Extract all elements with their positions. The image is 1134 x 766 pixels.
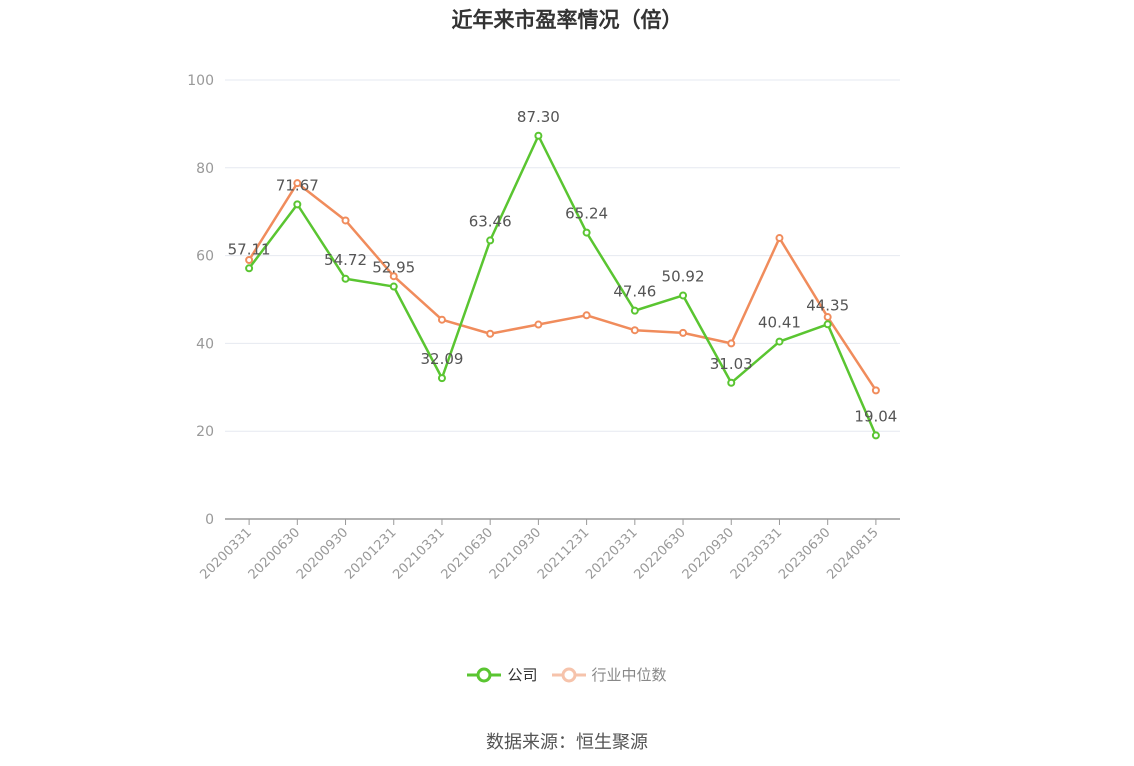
x-tick-label: 20240815 (824, 525, 881, 582)
data-point-industry-median[interactable] (486, 329, 495, 338)
x-tick-label: 20210331 (390, 525, 447, 582)
x-tick-label: 20230331 (728, 525, 785, 582)
data-label-company: 54.72 (324, 251, 367, 269)
x-tick-label: 20211231 (535, 525, 592, 582)
data-point-industry-median[interactable] (823, 313, 832, 322)
legend-swatch-company (467, 667, 502, 682)
data-point-company[interactable] (341, 274, 350, 283)
legend-item-company[interactable]: 公司 (467, 664, 538, 685)
x-tick-label: 20200930 (294, 525, 351, 582)
data-label-company: 50.92 (662, 267, 705, 285)
data-label-company: 31.03 (710, 355, 753, 373)
legend-item-industry-median[interactable]: 行业中位数 (551, 664, 667, 685)
data-label-company: 52.95 (372, 259, 415, 277)
data-point-industry-median[interactable] (341, 216, 350, 225)
data-label-company: 63.46 (469, 212, 512, 230)
data-point-company[interactable] (534, 131, 543, 140)
x-tick-label: 20230630 (776, 525, 833, 582)
data-point-company[interactable] (630, 306, 639, 315)
data-point-company[interactable] (437, 374, 446, 383)
data-point-industry-median[interactable] (437, 315, 446, 324)
x-tick-label: 20201231 (342, 525, 399, 582)
data-point-industry-median[interactable] (727, 339, 736, 348)
y-tick-label: 80 (196, 161, 214, 177)
data-label-company: 57.11 (228, 240, 271, 258)
data-point-industry-median[interactable] (871, 386, 880, 395)
data-point-industry-median[interactable] (245, 255, 254, 264)
data-label-layer: 57.11 71.67 54.72 52.95 32.09 63.46 87.30 65.24… (228, 108, 898, 426)
data-label-company: 32.09 (420, 350, 463, 368)
data-point-company[interactable] (293, 200, 302, 209)
x-tick-label: 20220630 (631, 525, 688, 582)
x-tick-label: 20220930 (680, 525, 737, 582)
source-note: 数据来源：恒生聚源 (486, 732, 648, 753)
data-point-industry-median[interactable] (389, 272, 398, 281)
y-tick-label: 40 (196, 336, 214, 352)
data-point-industry-median[interactable] (630, 326, 639, 335)
data-label-company: 44.35 (806, 296, 849, 314)
data-label-company: 40.41 (758, 314, 801, 332)
x-tick-label: 20210930 (487, 525, 544, 582)
data-point-company[interactable] (823, 320, 832, 329)
data-point-industry-median[interactable] (293, 179, 302, 188)
legend: 公司 行业中位数 (0, 664, 1134, 685)
data-point-company[interactable] (582, 228, 591, 237)
y-tick-label: 100 (187, 73, 214, 89)
y-tick-label: 60 (196, 249, 214, 265)
legend-label-industry-median: 行业中位数 (591, 666, 667, 684)
data-point-industry-median[interactable] (775, 234, 784, 243)
data-point-company[interactable] (775, 337, 784, 346)
line-chart: 0 20 40 60 80 100 2020033120200630202009302020… (187, 73, 900, 583)
data-label-company: 19.04 (854, 407, 897, 425)
chart-title: 近年来市盈率情况（倍） (451, 8, 683, 32)
data-point-industry-median[interactable] (679, 328, 688, 337)
data-point-company[interactable] (389, 282, 398, 291)
data-label-company: 47.46 (613, 283, 656, 301)
x-tick-label: 20200630 (246, 525, 303, 582)
x-tick-label: 20200331 (198, 525, 255, 582)
data-point-company[interactable] (245, 264, 254, 273)
series-layer (245, 131, 880, 440)
grid-layer (225, 79, 900, 432)
data-point-company[interactable] (679, 291, 688, 300)
data-point-company[interactable] (871, 431, 880, 440)
data-point-industry-median[interactable] (534, 320, 543, 329)
series-line-company (248, 134, 878, 436)
x-tick-label: 20210630 (439, 525, 496, 582)
legend-label-company: 公司 (507, 666, 538, 684)
data-point-company[interactable] (486, 236, 495, 245)
data-point-industry-median[interactable] (582, 311, 591, 320)
data-label-company: 87.30 (517, 108, 560, 126)
x-tick-label: 20220331 (583, 525, 640, 582)
data-label-company: 71.67 (276, 176, 319, 194)
data-point-company[interactable] (727, 378, 736, 387)
series-line-industry-median (248, 181, 877, 392)
y-tick-label: 20 (196, 424, 214, 440)
legend-swatch-industry-median (551, 667, 586, 682)
data-label-company: 65.24 (565, 205, 608, 223)
y-tick-label: 0 (205, 512, 214, 528)
